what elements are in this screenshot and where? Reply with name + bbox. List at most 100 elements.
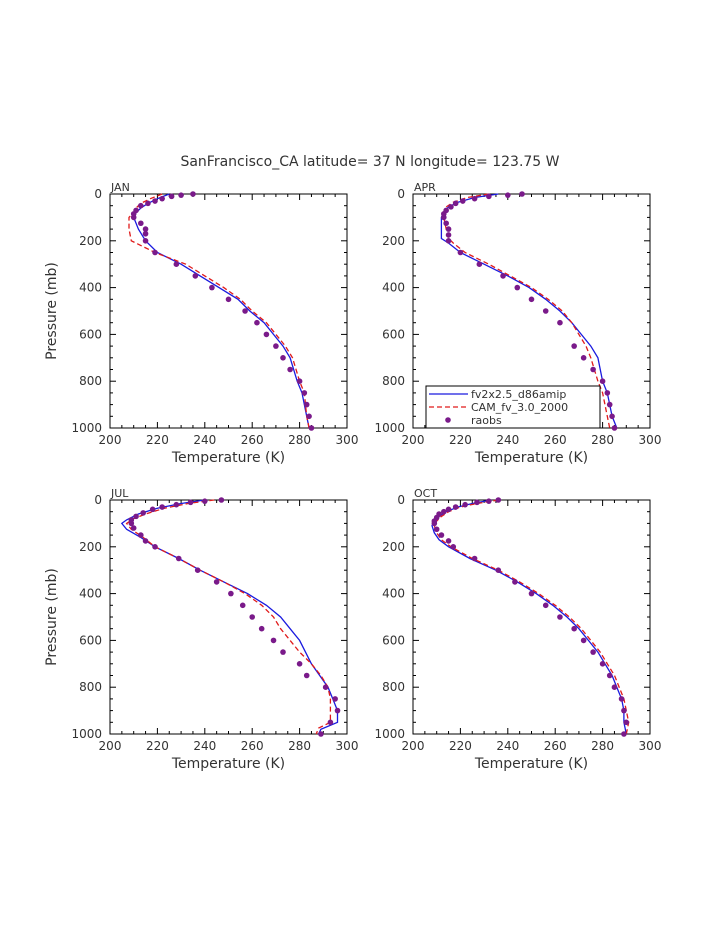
panel-label: JUL	[110, 487, 129, 500]
y-tick-label: 800	[382, 680, 405, 694]
raobs-point	[471, 195, 478, 202]
raobs-point	[296, 378, 303, 385]
y-tick-label: 200	[382, 234, 405, 248]
x-tick-label: 260	[241, 739, 264, 753]
y-axis-title: Pressure (mb)	[44, 568, 60, 666]
series-line-cam-fv-3-0-2000	[433, 499, 630, 735]
legend-marker-raobs	[445, 417, 451, 423]
raobs-point	[512, 579, 518, 585]
raobs-point	[308, 425, 315, 431]
x-tick-label: 220	[449, 739, 472, 753]
raobs-point	[159, 195, 165, 202]
raobs-point	[258, 625, 265, 632]
raobs-point	[445, 232, 452, 238]
raobs-point	[505, 192, 511, 198]
raobs-point	[486, 193, 492, 200]
x-tick-label: 240	[496, 739, 519, 753]
raobs-point	[519, 191, 525, 197]
raobs-point	[192, 273, 199, 279]
x-tick-label: 200	[402, 433, 425, 447]
raobs-point	[138, 532, 144, 538]
x-axis-title: Temperature (K)	[474, 450, 588, 466]
x-tick-label: 260	[544, 433, 567, 447]
raobs-point	[443, 220, 449, 227]
raobs-point	[433, 526, 440, 533]
raobs-point	[140, 510, 146, 516]
series-line-cam-fv-3-0-2000	[128, 193, 310, 429]
y-tick-label: 0	[397, 187, 405, 201]
raobs-point	[168, 193, 175, 200]
panel-label: OCT	[414, 487, 437, 500]
raobs-point	[280, 355, 286, 361]
raobs-point	[303, 401, 310, 408]
raobs-point	[474, 499, 480, 506]
raobs-point	[296, 661, 303, 667]
x-tick-label: 300	[336, 433, 359, 447]
y-tick-label: 600	[79, 327, 102, 341]
raobs-point	[445, 538, 452, 544]
y-tick-label: 0	[94, 187, 102, 201]
raobs-point	[138, 202, 144, 209]
raobs-point	[270, 637, 277, 644]
y-tick-label: 200	[79, 540, 102, 554]
y-tick-label: 600	[382, 327, 405, 341]
raobs-point	[445, 506, 452, 513]
raobs-point	[495, 497, 502, 503]
x-axis-title: Temperature (K)	[171, 450, 285, 466]
x-axis-title: Temperature (K)	[171, 756, 285, 772]
x-tick-label: 200	[99, 433, 122, 447]
raobs-point	[476, 261, 483, 268]
panel-label: JAN	[110, 181, 130, 194]
raobs-point	[133, 513, 139, 520]
raobs-point	[306, 413, 312, 420]
raobs-point	[128, 520, 135, 527]
chart-title: SanFrancisco_CA latitude= 37 N longitude…	[180, 154, 559, 170]
raobs-point	[557, 319, 563, 326]
legend-label: fv2x2.5_d86amip	[471, 388, 566, 401]
raobs-point	[280, 649, 286, 655]
raobs-point	[580, 637, 587, 644]
raobs-point	[142, 538, 149, 544]
raobs-point	[571, 625, 577, 632]
raobs-point	[159, 504, 165, 510]
y-tick-label: 1000	[374, 421, 405, 435]
panel-apr: 200 220 240 260 280 300 0 200 400 600 800 1000 Tempe…	[374, 181, 661, 466]
raobs-point	[142, 230, 149, 237]
y-tick-label: 800	[382, 374, 405, 388]
raobs-point	[254, 319, 260, 326]
raobs-point	[173, 501, 180, 508]
raobs-point	[239, 602, 246, 609]
raobs-point	[606, 401, 613, 408]
raobs-point	[495, 567, 502, 573]
raobs-point	[327, 719, 334, 726]
raobs-point	[599, 661, 606, 667]
raobs-point	[287, 366, 293, 373]
raobs-point	[178, 192, 184, 198]
raobs-point	[263, 331, 270, 338]
plot-frame	[412, 499, 651, 735]
x-tick-label: 300	[639, 739, 662, 753]
raobs-point	[514, 284, 521, 291]
raobs-point	[452, 200, 459, 207]
raobs-point	[621, 731, 627, 737]
x-tick-label: 200	[99, 739, 122, 753]
y-tick-label: 1000	[374, 727, 405, 741]
raobs-point	[457, 249, 464, 256]
x-axis-title: Temperature (K)	[474, 756, 588, 772]
x-tick-label: 280	[591, 433, 614, 447]
raobs-point	[228, 590, 234, 597]
raobs-point	[130, 525, 137, 531]
raobs-point	[438, 532, 445, 538]
raobs-point	[332, 696, 338, 702]
raobs-point	[318, 731, 324, 737]
raobs-point	[618, 696, 625, 702]
y-tick-label: 200	[79, 234, 102, 248]
y-tick-label: 800	[79, 374, 102, 388]
raobs-point	[130, 214, 137, 221]
raobs-point	[580, 355, 587, 361]
raobs-point	[542, 308, 549, 314]
raobs-point	[142, 238, 149, 244]
y-tick-label: 400	[382, 281, 405, 295]
panels-layer: 200 220 240 260 280 300 0 200 400 600 800 1000 Tempe…	[44, 181, 661, 772]
